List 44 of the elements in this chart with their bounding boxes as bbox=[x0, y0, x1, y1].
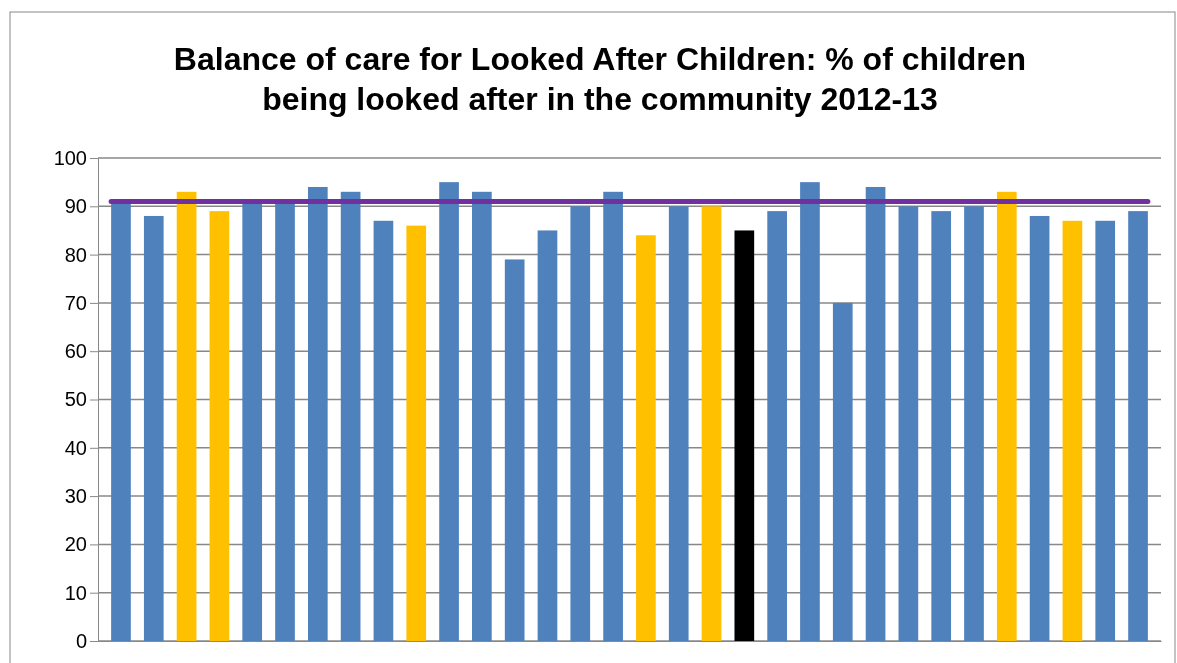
bar bbox=[898, 206, 919, 641]
bar bbox=[143, 215, 164, 641]
y-tick-label: 100 bbox=[53, 146, 87, 169]
bar bbox=[636, 235, 656, 641]
bar bbox=[340, 191, 361, 641]
y-tick-label: 80 bbox=[64, 243, 87, 266]
chart-title: Balance of care for Looked After Children: % of children being looked after in the community 2012-13 bbox=[173, 41, 1027, 117]
bar bbox=[111, 201, 131, 641]
bar bbox=[537, 230, 558, 641]
bar bbox=[800, 182, 820, 641]
y-tick-label: 60 bbox=[64, 340, 87, 363]
bar bbox=[472, 191, 492, 641]
bar bbox=[176, 191, 197, 641]
bar bbox=[832, 302, 853, 641]
y-tick-label: 90 bbox=[64, 195, 87, 218]
bar bbox=[406, 225, 427, 641]
bar bbox=[1029, 215, 1050, 641]
bar bbox=[373, 220, 394, 641]
bar bbox=[603, 191, 623, 641]
y-tick-label: 0 bbox=[75, 629, 87, 652]
bar bbox=[1095, 220, 1116, 641]
y-tick-label: 30 bbox=[64, 485, 87, 507]
bar bbox=[1128, 211, 1148, 641]
bar bbox=[275, 201, 295, 641]
bar bbox=[242, 201, 263, 641]
bar bbox=[1062, 220, 1083, 641]
bar bbox=[701, 206, 722, 641]
bar bbox=[931, 211, 952, 641]
bar bbox=[865, 186, 886, 641]
bar bbox=[668, 206, 689, 641]
y-tick-label: 50 bbox=[64, 388, 87, 411]
y-tick-label: 40 bbox=[64, 436, 87, 459]
bar bbox=[504, 259, 525, 641]
bar bbox=[209, 211, 230, 641]
y-tick-label: 20 bbox=[64, 533, 87, 556]
y-tick-label: 10 bbox=[64, 581, 87, 604]
bar bbox=[734, 230, 755, 641]
bar bbox=[307, 186, 328, 641]
y-tick-label: 70 bbox=[64, 291, 87, 314]
bar bbox=[996, 191, 1017, 641]
bar bbox=[767, 211, 787, 641]
bar bbox=[964, 206, 984, 641]
bar bbox=[439, 182, 459, 641]
bar bbox=[570, 206, 591, 641]
